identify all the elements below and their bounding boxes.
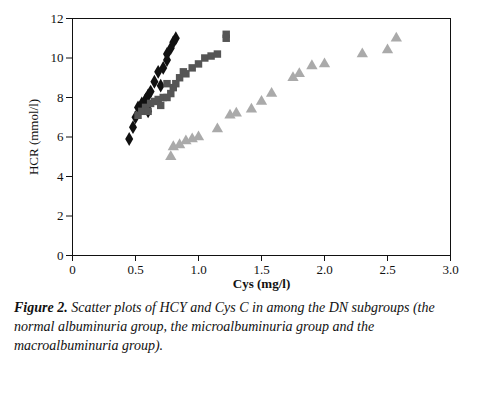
svg-text:1.0: 1.0 [190,262,206,277]
svg-text:1.5: 1.5 [253,262,269,277]
svg-text:Cys (mg/l): Cys (mg/l) [233,276,290,291]
svg-text:4: 4 [57,169,64,184]
svg-text:3.0: 3.0 [442,262,458,277]
svg-text:HCR (mmol/l): HCR (mmol/l) [26,99,41,175]
svg-text:6: 6 [57,129,64,144]
svg-text:0.5: 0.5 [127,262,143,277]
svg-text:8: 8 [57,90,64,105]
svg-text:2.0: 2.0 [316,262,332,277]
svg-text:2: 2 [57,208,64,223]
svg-text:2.5: 2.5 [379,262,395,277]
svg-text:10: 10 [51,50,64,65]
svg-text:0: 0 [69,262,76,277]
svg-text:0: 0 [57,248,64,263]
svg-text:12: 12 [51,11,64,26]
html-text:Figure 2. Scatter plots of HCY: Figure 2. Scatter plots of HCY and Cys C… [14,300,435,353]
